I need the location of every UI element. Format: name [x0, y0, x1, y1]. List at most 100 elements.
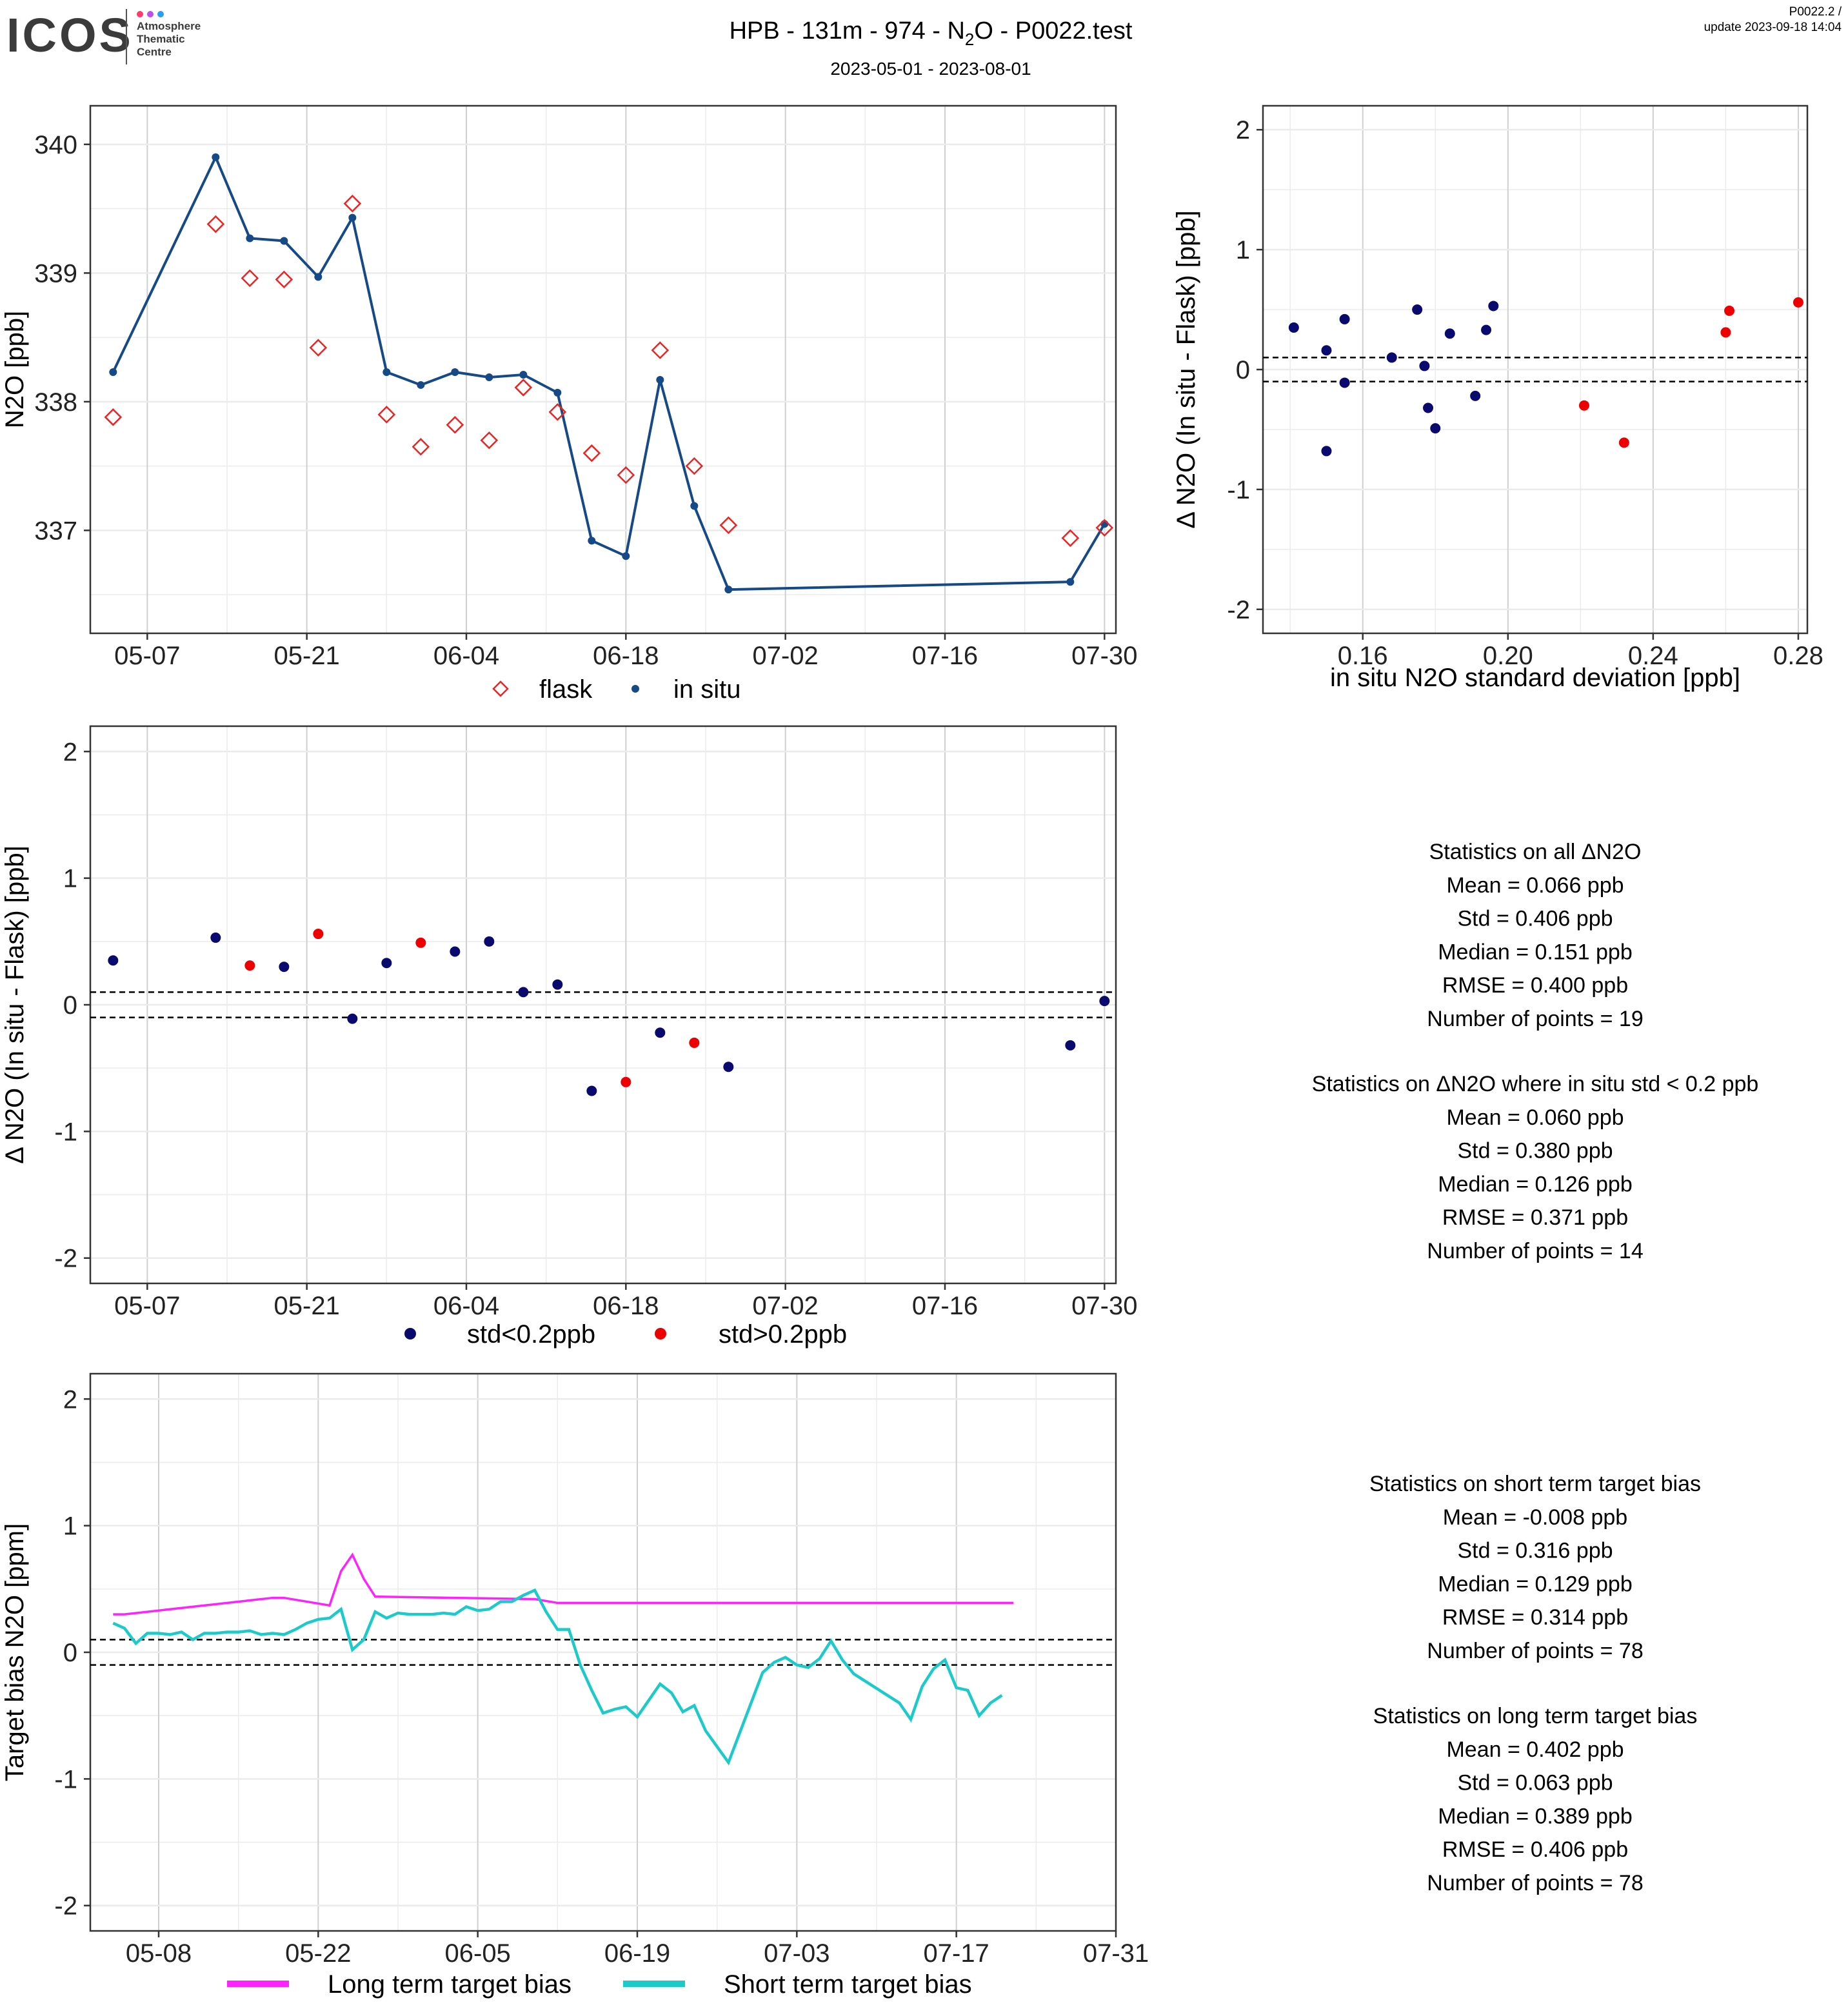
x-tick-label: 07-03 — [764, 1939, 830, 1968]
low-std-point — [1430, 423, 1441, 434]
low-std-point — [347, 1013, 358, 1024]
y-tick-label: 0 — [1236, 356, 1250, 384]
high-std-point — [1720, 327, 1731, 338]
y-tick-label: 1 — [1236, 236, 1250, 264]
flask-marker — [514, 379, 533, 397]
legend-short-term-label: Short term target bias — [724, 1970, 972, 1999]
stats-short-term-bias-line: Std = 0.316 ppb — [1457, 1539, 1613, 1563]
stats-long-term-bias-line: RMSE = 0.406 ppb — [1442, 1837, 1628, 1862]
insitu-point — [656, 375, 664, 384]
high-std-point — [621, 1076, 631, 1087]
stats-delta-all-line: Number of points = 19 — [1427, 1007, 1643, 1031]
y-tick-label: 337 — [34, 517, 77, 545]
flask-marker — [719, 516, 738, 535]
x-tick-label: 0.16 — [1338, 642, 1388, 670]
insitu-line — [112, 153, 1106, 591]
insitu-point — [519, 370, 528, 379]
low-std-point — [108, 955, 119, 966]
high-std-point — [1578, 400, 1589, 411]
x-tick-label: 06-05 — [445, 1939, 511, 1968]
flask-marker — [343, 194, 362, 213]
x-tick-label: 05-21 — [274, 1292, 340, 1320]
y-tick-label: 0 — [63, 1639, 77, 1667]
stats-delta-all-line: Std = 0.406 ppb — [1457, 907, 1613, 931]
low-std-point — [279, 962, 290, 973]
x-tick-label: 05-07 — [114, 1292, 180, 1320]
flask-marker — [582, 444, 601, 462]
flask-marker — [1061, 529, 1080, 548]
insitu-point — [109, 368, 117, 376]
low-std-point — [1339, 313, 1350, 324]
y-axis-label: Δ N2O (In situ - Flask) [ppb] — [1, 845, 29, 1164]
high-std-point — [244, 960, 255, 971]
low-std-point — [381, 958, 392, 969]
flask-marker — [1095, 519, 1114, 537]
low-std-point — [1321, 446, 1332, 457]
y-tick-label: -1 — [1227, 476, 1250, 504]
stats-delta-all-line: Median = 0.151 ppb — [1438, 940, 1633, 964]
y-axis-label: N2O [ppb] — [1, 311, 29, 428]
stats-delta-low-std-line: Std = 0.380 ppb — [1457, 1139, 1613, 1163]
y-tick-label: 2 — [63, 738, 77, 766]
x-tick-label: 07-31 — [1083, 1939, 1149, 1968]
stats-short-term-bias-line: Median = 0.129 ppb — [1438, 1572, 1633, 1596]
insitu-point — [451, 368, 459, 376]
flask-marker — [377, 406, 396, 424]
logo-dot-0 — [137, 11, 143, 17]
stats-delta-low-std-line: Median = 0.126 ppb — [1438, 1172, 1633, 1196]
insitu-point — [485, 373, 493, 381]
low-std-point — [586, 1085, 597, 1096]
legend-insitu-marker — [631, 685, 639, 693]
insitu-point — [622, 552, 630, 560]
y-tick-label: -2 — [54, 1892, 77, 1921]
logo-sub-line: Thematic — [137, 33, 185, 45]
y-axis-label: Δ N2O (In situ - Flask) [ppb] — [1172, 210, 1200, 529]
y-tick-label: 338 — [34, 388, 77, 417]
high-std-point — [1618, 437, 1629, 448]
high-std-point — [415, 937, 426, 948]
stats-short-term-bias-line: Mean = -0.008 ppb — [1443, 1505, 1627, 1530]
y-tick-label: 339 — [34, 259, 77, 288]
stats-long-term-bias-line: Mean = 0.402 ppb — [1446, 1737, 1624, 1762]
legend-insitu-label: in situ — [673, 675, 741, 704]
insitu-point — [314, 273, 323, 281]
low-std-point — [1481, 324, 1492, 335]
y-axis-label: Target bias N2O [ppm] — [1, 1523, 29, 1781]
insitu-point — [1100, 520, 1109, 528]
insitu-point — [348, 213, 357, 222]
insitu-point — [383, 368, 391, 376]
x-tick-label: 06-19 — [604, 1939, 670, 1968]
legend-high-std-label: std>0.2ppb — [719, 1320, 847, 1349]
high-std-point — [689, 1037, 700, 1048]
update-label: update 2023-09-18 14:04 — [1704, 21, 1842, 34]
low-std-point — [210, 932, 221, 943]
x-tick-label: 0.28 — [1773, 642, 1823, 670]
legend-low-std-label: std<0.2ppb — [467, 1320, 595, 1349]
x-tick-label: 0.24 — [1628, 642, 1678, 670]
version-label: P0022.2 / — [1789, 5, 1842, 19]
stats-delta-low-std-line: Statistics on ΔN2O where in situ std < 0… — [1312, 1072, 1759, 1096]
y-tick-label: 2 — [1236, 116, 1250, 144]
low-std-point — [552, 979, 563, 990]
low-std-point — [518, 987, 529, 998]
x-axis-label: in situ N2O standard deviation [ppb] — [1330, 664, 1740, 692]
page-title: HPB - 131m - 974 - N2O - P0022.test — [730, 17, 1133, 49]
y-tick-label: -1 — [54, 1765, 77, 1794]
legend-flask-marker — [492, 680, 509, 697]
logo-dot-2 — [157, 11, 164, 17]
low-std-point — [1321, 345, 1332, 356]
legend-long-term-label: Long term target bias — [328, 1970, 571, 1999]
y-tick-label: 1 — [63, 865, 77, 893]
stats-delta-low-std-line: Mean = 0.060 ppb — [1446, 1105, 1624, 1130]
stats-long-term-bias-line: Median = 0.389 ppb — [1438, 1804, 1633, 1828]
low-std-point — [1423, 402, 1434, 413]
stats-long-term-bias-line: Number of points = 78 — [1427, 1871, 1643, 1895]
x-tick-label: 07-16 — [912, 642, 978, 670]
low-std-point — [1412, 304, 1423, 315]
logo-sub-line: Centre — [137, 46, 172, 58]
y-tick-label: -2 — [54, 1245, 77, 1273]
stats-short-term-bias-line: Number of points = 78 — [1427, 1639, 1643, 1663]
low-std-point — [1444, 328, 1455, 339]
low-std-point — [1470, 390, 1481, 401]
